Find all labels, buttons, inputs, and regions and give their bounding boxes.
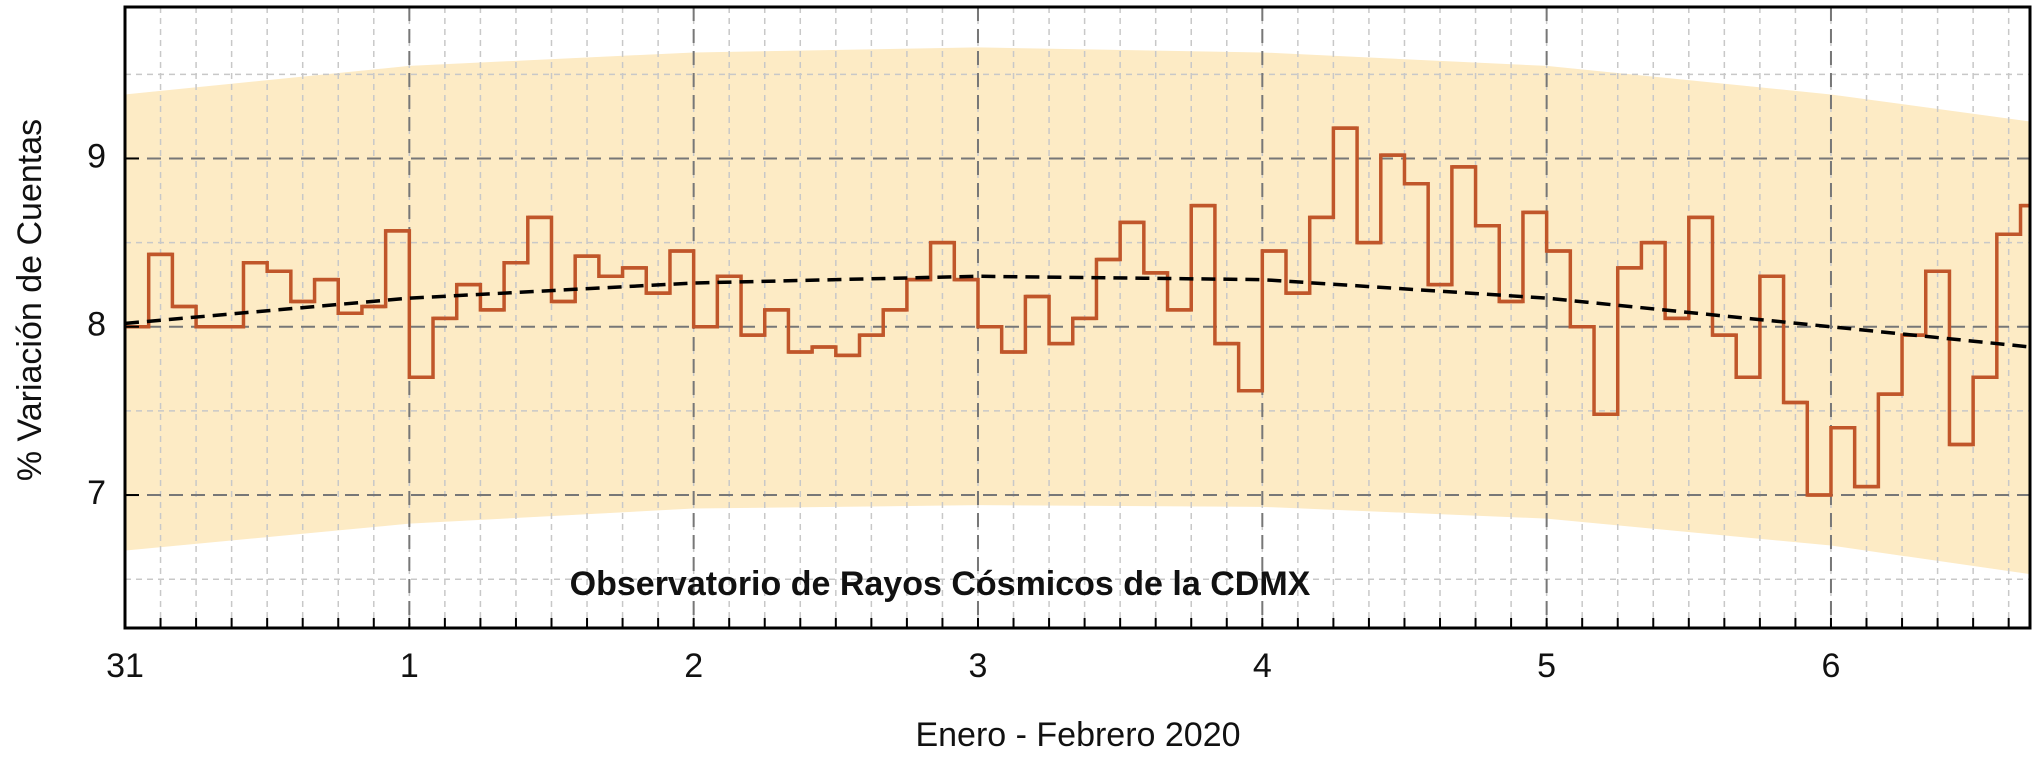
x-tick-label: 1: [400, 647, 419, 685]
y-tick-label: 9: [87, 137, 106, 175]
y-tick-label: 8: [87, 306, 106, 344]
trend-line: [125, 274, 2030, 349]
x-tick-label: 6: [1822, 647, 1841, 685]
x-tick-label: 2: [684, 647, 703, 685]
x-axis-label: Enero - Febrero 2020: [915, 716, 1240, 754]
annotation: Observatorio de Rayos Cósmicos de la CDM…: [570, 565, 1311, 603]
plot-frame: [123, 5, 2032, 630]
x-tick-label: 3: [969, 647, 988, 685]
x-tick-label: 31: [106, 647, 144, 685]
confidence-band: [125, 47, 2030, 575]
x-tick-label: 4: [1253, 647, 1272, 685]
y-tick-label: 7: [87, 474, 106, 512]
y-axis-label: % Variación de Cuentas: [11, 119, 49, 481]
plot-area: [125, 7, 2030, 628]
x-tick-label: 5: [1537, 647, 1556, 685]
